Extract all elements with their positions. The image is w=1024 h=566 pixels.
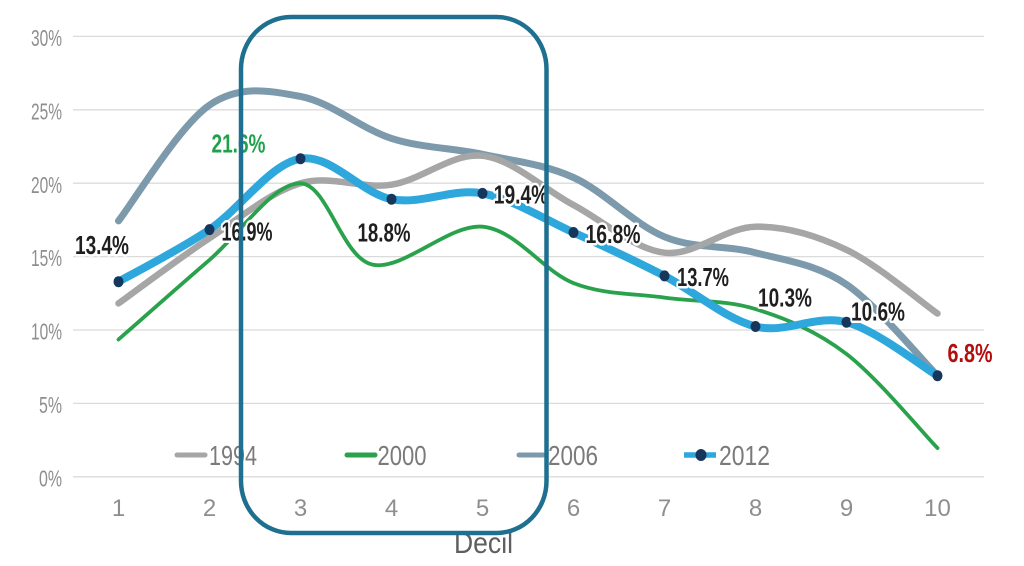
svg-text:30%: 30% [31,25,62,51]
svg-text:10%: 10% [31,319,62,345]
svg-text:18.8%: 18.8% [358,218,411,248]
svg-text:25%: 25% [31,98,62,124]
svg-text:16.9%: 16.9% [222,217,273,247]
svg-text:20%: 20% [31,172,62,198]
svg-text:1: 1 [112,495,125,522]
svg-text:3: 3 [294,495,307,522]
svg-text:9: 9 [840,495,853,522]
svg-text:7: 7 [658,495,671,522]
svg-text:6: 6 [567,495,580,522]
svg-text:2006: 2006 [548,440,598,471]
svg-text:13.4%: 13.4% [75,230,129,260]
svg-text:10.6%: 10.6% [851,297,905,327]
svg-text:0%: 0% [39,465,62,491]
svg-text:10.3%: 10.3% [758,282,812,312]
svg-text:1994: 1994 [209,440,257,471]
svg-text:2: 2 [203,495,216,522]
svg-text:5: 5 [476,495,489,522]
svg-text:21.6%: 21.6% [212,129,266,159]
svg-text:13.4%: 13.4% [75,230,129,260]
svg-text:16.8%: 16.8% [586,219,641,249]
svg-text:16.8%: 16.8% [586,219,641,249]
svg-text:10.3%: 10.3% [758,282,812,312]
svg-text:16.9%: 16.9% [222,217,273,247]
svg-text:4: 4 [385,495,398,522]
svg-text:21.6%: 21.6% [212,129,266,159]
svg-text:19.4%: 19.4% [494,180,549,210]
svg-text:15%: 15% [31,245,62,271]
svg-text:2012: 2012 [719,440,770,471]
svg-text:6.8%: 6.8% [948,338,993,368]
svg-text:10: 10 [924,495,951,522]
svg-text:18.8%: 18.8% [358,218,411,248]
svg-text:10.6%: 10.6% [851,297,905,327]
svg-text:13.7%: 13.7% [677,262,729,292]
svg-text:8: 8 [749,495,762,522]
svg-text:13.7%: 13.7% [677,262,729,292]
svg-text:19.4%: 19.4% [494,180,549,210]
svg-text:6.8%: 6.8% [948,338,993,368]
svg-text:2000: 2000 [378,440,427,471]
svg-text:5%: 5% [39,392,62,418]
